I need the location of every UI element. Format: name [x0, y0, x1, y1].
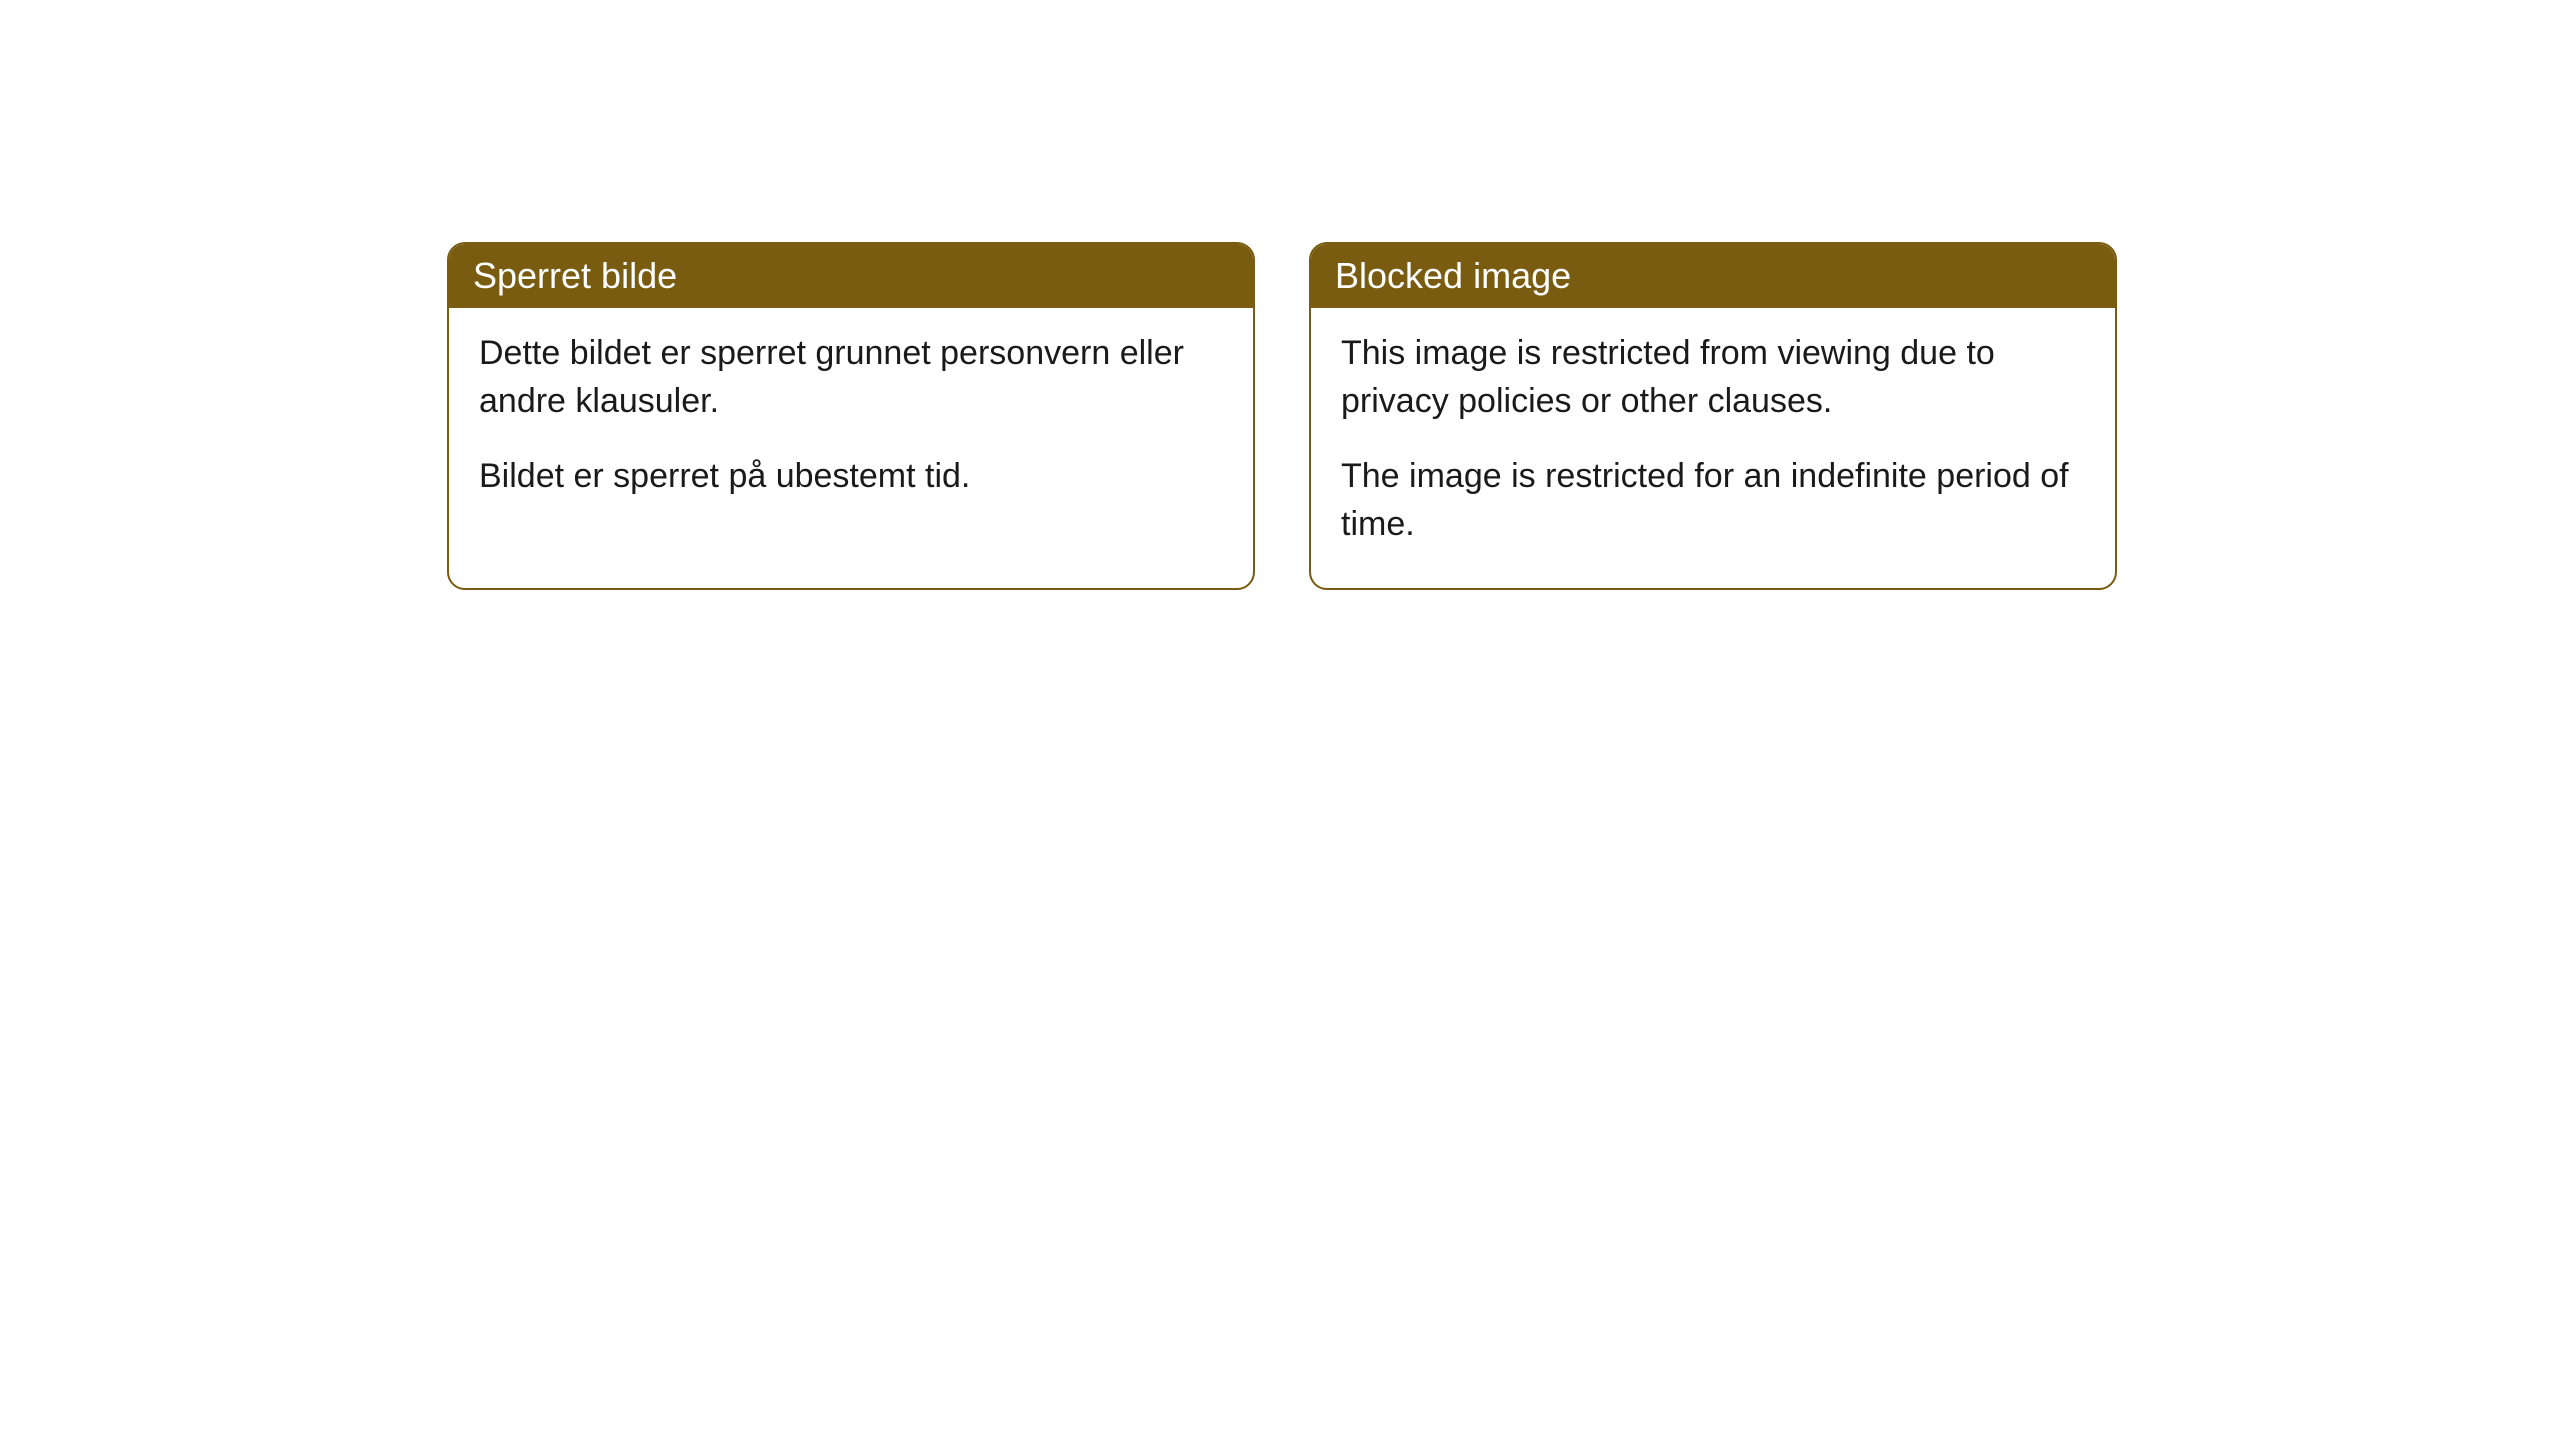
- notice-card-english: Blocked image This image is restricted f…: [1309, 242, 2117, 590]
- notice-card-norwegian: Sperret bilde Dette bildet er sperret gr…: [447, 242, 1255, 590]
- card-paragraph-1: This image is restricted from viewing du…: [1341, 330, 2085, 425]
- card-body: This image is restricted from viewing du…: [1311, 308, 2115, 588]
- notice-cards-container: Sperret bilde Dette bildet er sperret gr…: [447, 242, 2117, 590]
- card-body: Dette bildet er sperret grunnet personve…: [449, 308, 1253, 541]
- card-title: Sperret bilde: [473, 255, 677, 296]
- card-header: Sperret bilde: [449, 244, 1253, 308]
- card-title: Blocked image: [1335, 255, 1571, 296]
- card-paragraph-2: Bildet er sperret på ubestemt tid.: [479, 453, 1223, 501]
- card-header: Blocked image: [1311, 244, 2115, 308]
- card-paragraph-1: Dette bildet er sperret grunnet personve…: [479, 330, 1223, 425]
- card-paragraph-2: The image is restricted for an indefinit…: [1341, 453, 2085, 548]
